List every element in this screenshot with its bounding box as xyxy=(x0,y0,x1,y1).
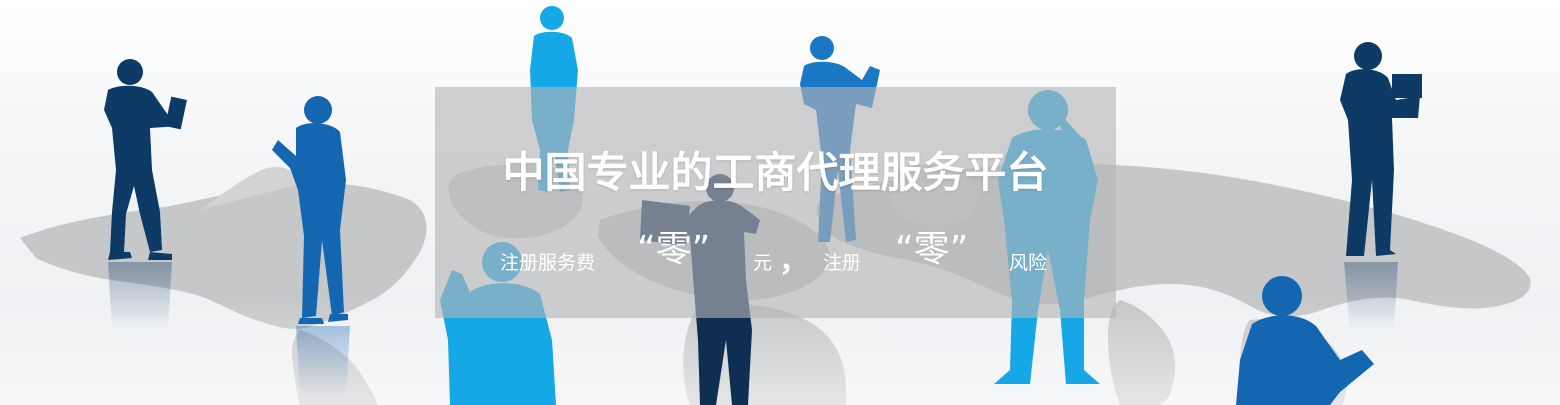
tagline-yuan: 元 xyxy=(753,252,773,274)
tagline-registration-fee: 注册服务费 xyxy=(500,252,596,274)
tagline-risk: 风险 xyxy=(1009,252,1048,274)
person-phone-silhouette-icon xyxy=(1236,276,1374,405)
person-laptop-silhouette-icon xyxy=(104,59,187,260)
person-tablet-silhouette-icon xyxy=(272,96,348,324)
tagline-zero-highlight-2: “零” xyxy=(895,229,969,270)
page-title: 中国专业的工商代理服务平台 xyxy=(502,148,1049,197)
tagline-zero-highlight: “零” xyxy=(637,229,711,270)
person-laptop-silhouette-icon xyxy=(1340,42,1422,256)
tagline-registration: 注册 xyxy=(823,252,862,274)
headline-overlay-box: 中国专业的工商代理服务平台 注册服务费 “零” 元 ， 注册 “零” 风险 xyxy=(435,87,1116,318)
tagline-comma: ， xyxy=(779,244,809,279)
